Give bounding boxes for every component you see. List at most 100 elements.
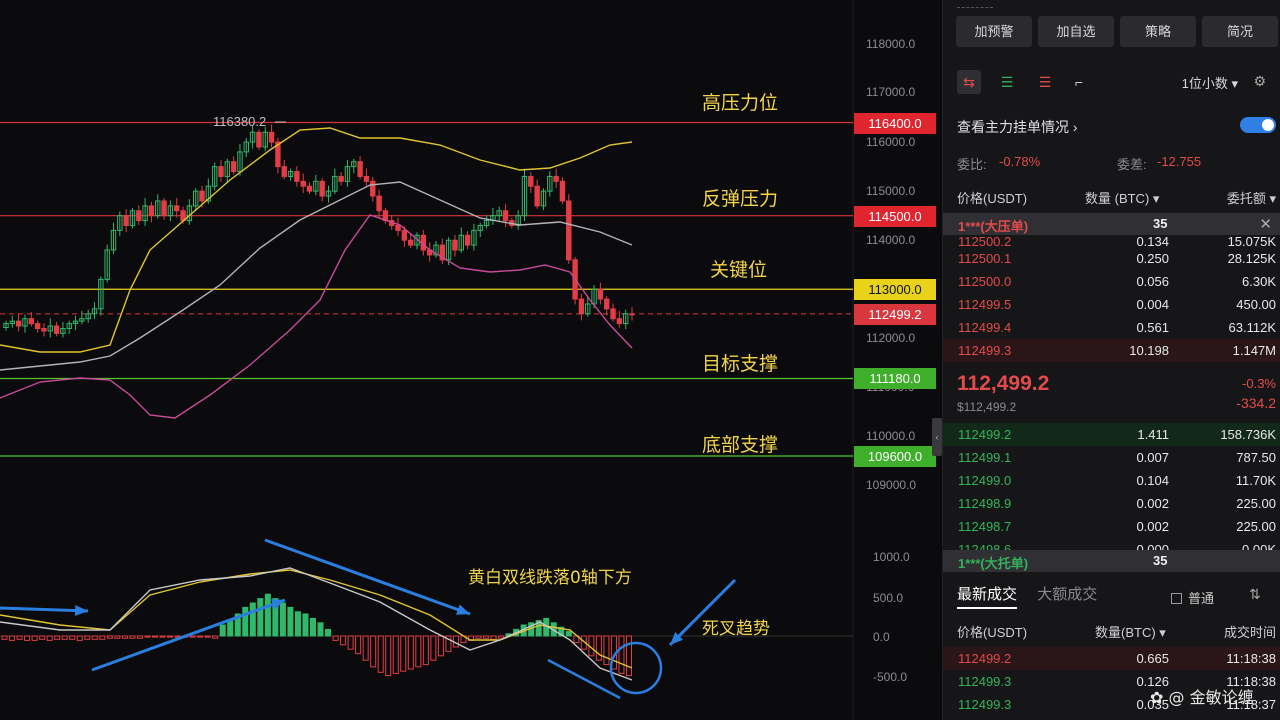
candle-body — [502, 210, 509, 222]
macd-histogram-bar — [264, 593, 271, 637]
orderbook-row[interactable]: 112499.0 0.104 11.70K — [943, 469, 1280, 492]
orderbook-row[interactable]: 112498.9 0.002 225.00 — [943, 492, 1280, 515]
collapse-panel-handle[interactable]: ‹ — [932, 418, 942, 456]
orderbook-row[interactable]: 112500.1 0.250 28.125K — [943, 247, 1280, 270]
macd-histogram-bar — [84, 635, 91, 640]
ratio-value: -0.78% — [999, 154, 1041, 169]
macd-histogram-bar — [415, 635, 422, 668]
orderbook-cell: 10.198 — [1129, 343, 1169, 358]
orderbook-cell: 0.561 — [1136, 320, 1169, 335]
macd-histogram-bar — [167, 635, 174, 638]
tab-large-trades[interactable]: 大额成交 — [1037, 586, 1098, 603]
orderbook-cell: 225.00 — [1236, 519, 1276, 534]
decimals-select[interactable]: 1位小数 ▾ — [1181, 76, 1238, 91]
normal-label: 普通 — [1188, 591, 1215, 606]
level-tag: 111180.0 — [854, 368, 936, 389]
candle-body — [211, 166, 218, 187]
trade-cell: 11:18:37 — [1226, 697, 1276, 712]
orderbook-row[interactable]: 112498.7 0.002 225.00 — [943, 515, 1280, 538]
arrow-death-cross-head — [670, 632, 683, 645]
candlestick-chart[interactable] — [0, 0, 942, 720]
candle-body — [370, 180, 376, 197]
candle-body — [477, 224, 483, 231]
macd-histogram-bar — [332, 635, 339, 641]
candle-body — [98, 278, 104, 310]
candle-body — [578, 298, 585, 315]
main-orders-link[interactable]: 查看主力挂单情况 › — [957, 119, 1078, 135]
orderbook-both-icon[interactable]: ⇆ — [957, 70, 981, 94]
orderbook-cell: 0.002 — [1136, 519, 1169, 534]
big-ask-label: 1***(大压单) — [958, 219, 1029, 234]
macd-histogram-bar — [483, 635, 490, 639]
orderbook-depth-icon[interactable]: ⌐ — [1074, 74, 1084, 90]
tab-latest-trades[interactable]: 最新成交 — [957, 586, 1018, 609]
tab-underline — [957, 0, 993, 8]
settings-icon[interactable]: ⚙ — [1253, 73, 1266, 89]
annotation-bottom-support: 底部支撑 — [702, 434, 779, 456]
chart-area[interactable]: 116380.2 118000.0 117000.0 116000.0 115000.… — [0, 0, 942, 720]
macd-histogram-bar — [392, 635, 399, 674]
macd-histogram-bar — [535, 620, 542, 637]
macd-histogram-bar — [31, 635, 38, 641]
orderbook-bids-icon[interactable]: ☰ — [1000, 74, 1014, 90]
macd-histogram-bar — [257, 598, 264, 637]
orderbook-row[interactable]: 112499.4 0.561 63.112K — [943, 316, 1280, 339]
normal-checkbox[interactable]: 普通 — [1171, 588, 1214, 607]
arrow-flat — [0, 606, 89, 613]
orderbook-cell: 112499.1 — [958, 450, 1012, 465]
trade-col-qty-label: 数量(BTC) — [1095, 625, 1156, 640]
macd-histogram-bar — [159, 635, 166, 638]
candle-body — [395, 224, 401, 231]
trade-col-price: 价格(USDT) — [957, 625, 1028, 640]
macd-histogram-bar — [234, 613, 241, 637]
macd-histogram-bar — [227, 620, 234, 637]
candle-body — [464, 234, 471, 246]
arrow-flat-head — [74, 605, 88, 617]
arrow-fall-head — [456, 604, 470, 615]
last-price: 112,499.2 — [957, 372, 1050, 395]
orderbook-row[interactable]: 112500.2 0.134 15.075K — [943, 230, 1280, 253]
candle-body — [313, 180, 319, 192]
col-qty[interactable]: 数量 (BTC) ▾ — [1085, 191, 1160, 206]
overview-button[interactable]: 简况 — [1202, 16, 1278, 47]
orderbook-asks-icon[interactable]: ☰ — [1038, 74, 1052, 90]
candle-body — [629, 313, 635, 316]
macd-axis-label: -500.0 — [873, 670, 908, 684]
main-orders-toggle[interactable] — [1240, 117, 1276, 133]
close-icon[interactable]: ✕ — [1259, 216, 1272, 233]
orderbook-row[interactable]: 112499.2 1.411 158.736K — [943, 423, 1280, 446]
strategy-button[interactable]: 策略 — [1120, 16, 1196, 47]
orderbook-row[interactable]: 112499.5 0.004 450.00 — [943, 293, 1280, 316]
candle-body — [325, 190, 332, 197]
last-price-block: 112,499.2 $112,499.2 -0.3% -334.2 — [943, 364, 1280, 424]
add-alert-button[interactable]: 加预警 — [956, 16, 1032, 47]
candle-body — [41, 327, 47, 332]
add-watchlist-button[interactable]: 加自选 — [1038, 16, 1114, 47]
orderbook-row[interactable]: 112499.3 10.198 1.147M — [943, 339, 1280, 362]
macd-histogram-bar — [61, 635, 68, 640]
orderbook-row[interactable]: 112499.1 0.007 787.50 — [943, 446, 1280, 469]
macd-histogram-bar — [242, 606, 249, 637]
candle-body — [471, 229, 477, 246]
macd-histogram-bar — [69, 635, 76, 640]
orderbook-cell: 0.134 — [1136, 234, 1169, 249]
macd-axis-label: 0.0 — [873, 630, 890, 644]
trade-col-qty[interactable]: 数量(BTC) ▾ — [1095, 625, 1166, 640]
sort-icon[interactable]: ⇅ — [1249, 586, 1261, 602]
candle-body — [553, 175, 559, 182]
price-axis-label: 116000.0 — [866, 135, 916, 149]
arrow-rise-head — [271, 599, 285, 610]
candle-body — [515, 215, 521, 226]
macd-histogram-bar — [54, 635, 61, 640]
orderbook-cell: 112498.7 — [958, 519, 1012, 534]
col-total[interactable]: 委托额 ▾ — [1226, 191, 1276, 206]
candle-body — [585, 303, 591, 315]
candle-body — [148, 205, 155, 217]
trade-cell: 11:18:38 — [1226, 674, 1276, 689]
candle-body — [104, 249, 110, 280]
orderbook-row[interactable]: 112500.0 0.056 6.30K — [943, 270, 1280, 293]
macd-histogram-bar — [625, 635, 633, 677]
candle-body — [407, 239, 414, 246]
orderbook-cell: 1.411 — [1137, 427, 1169, 442]
candle-body — [281, 166, 287, 177]
